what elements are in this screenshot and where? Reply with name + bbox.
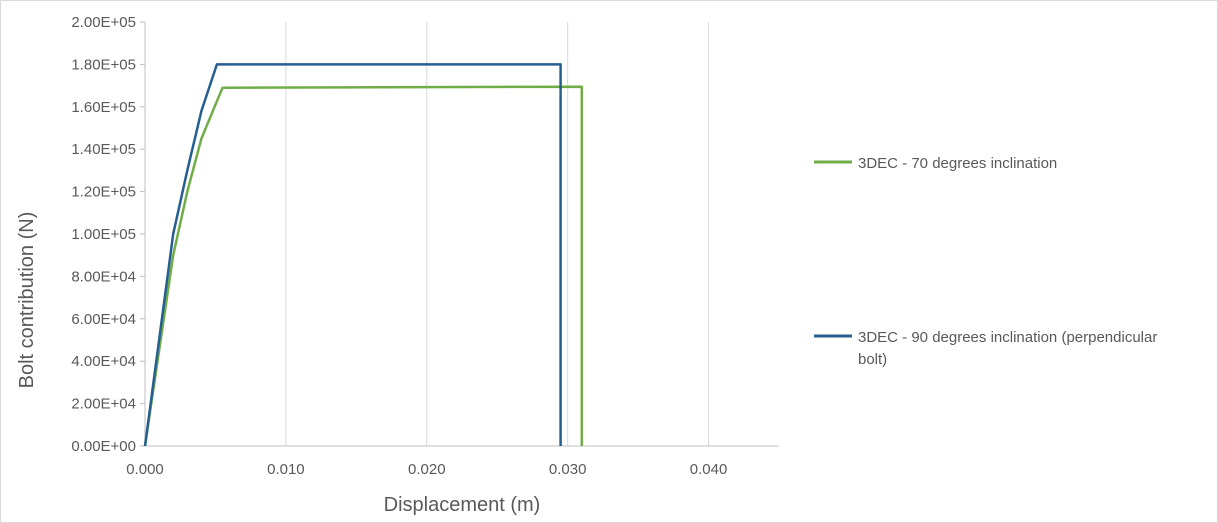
x-tick-label: 0.020 <box>408 461 446 478</box>
y-tick-label: 4.00E+04 <box>71 353 136 370</box>
y-tick-label: 6.00E+04 <box>71 311 136 328</box>
y-tick-label: 1.60E+05 <box>71 99 136 116</box>
legend-label-2: bolt) <box>858 351 887 368</box>
legend-label-1: 3DEC - 70 degrees inclination <box>858 155 1057 172</box>
y-axis-title: Bolt contribution (N) <box>16 212 38 389</box>
legend: 3DEC - 70 degrees inclination 3DEC - 90 d… <box>814 155 1157 368</box>
y-tick-label: 8.00E+04 <box>71 268 136 285</box>
series-line-2 <box>143 63 562 447</box>
y-tick-labels: 0.00E+00 2.00E+04 4.00E+04 6.00E+04 8.00E+04… <box>71 14 145 455</box>
grid-lines <box>285 22 710 446</box>
legend-label-2: 3DEC - 90 degrees inclination (perpendic… <box>858 329 1157 346</box>
y-tick-label: 0.00E+00 <box>71 438 136 455</box>
y-tick-label: 1.80E+05 <box>71 56 136 73</box>
y-tick-label: 2.00E+04 <box>71 396 136 413</box>
x-tick-label: 0.010 <box>267 461 305 478</box>
y-tick-label: 1.20E+05 <box>71 184 136 201</box>
x-tick-label: 0.040 <box>690 461 728 478</box>
series-line-1 <box>143 85 584 447</box>
y-tick-label: 1.40E+05 <box>71 141 136 158</box>
y-tick-label: 1.00E+05 <box>71 226 136 243</box>
axes <box>144 22 779 447</box>
x-tick-label: 0.000 <box>126 461 164 478</box>
y-tick-label: 2.00E+05 <box>71 14 136 31</box>
series-lines <box>143 63 584 447</box>
x-axis-title: Displacement (m) <box>384 494 541 516</box>
x-tick-label: 0.030 <box>549 461 587 478</box>
x-tick-labels: 0.000 0.010 0.020 0.030 0.040 <box>126 461 727 478</box>
